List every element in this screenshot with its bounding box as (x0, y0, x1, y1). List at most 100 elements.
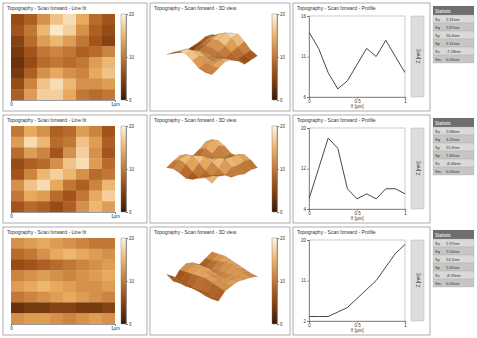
tick: 10 (277, 167, 286, 172)
tick: 1 (404, 321, 407, 328)
cell (89, 180, 102, 191)
cell (50, 126, 63, 137)
cell (11, 148, 24, 159)
cell (11, 249, 24, 260)
tick: 10 (277, 279, 286, 284)
heatmap-cells (11, 238, 115, 324)
tick-mark (277, 238, 279, 239)
panel-title: Topography - Scan forward - Profile (297, 5, 376, 11)
tick-label: 20 (301, 126, 307, 131)
cell (50, 191, 63, 202)
table-title: Statistic (435, 9, 452, 14)
panel-frame (293, 115, 430, 223)
table-cell: 0.00nm (446, 281, 460, 286)
cell (24, 36, 37, 47)
cell (50, 313, 63, 324)
cell (24, 46, 37, 57)
y-axis: 21120 (301, 238, 310, 324)
panel-frame (3, 227, 147, 335)
colorbar-axis: 01020 (126, 12, 135, 103)
cell (102, 14, 115, 25)
tick: 0 (126, 98, 132, 103)
table-cell: Sq (435, 249, 440, 254)
panel-title: Topography - Scan forward - Line fit (7, 117, 87, 123)
table-row (433, 135, 474, 143)
cell (24, 158, 37, 169)
tick-mark (126, 100, 128, 101)
tick: 0 (10, 212, 13, 219)
tick-label: 20 (280, 12, 286, 17)
cell (50, 25, 63, 36)
cell (76, 14, 89, 25)
tick-mark (126, 324, 128, 325)
cell (76, 201, 89, 212)
table-cell: Sv (435, 161, 440, 166)
x-axis: 01µm (10, 100, 120, 107)
cell (89, 46, 102, 57)
table-cell: Sm (435, 169, 442, 174)
tick: 20 (126, 124, 135, 129)
table-cell: 14.2nm (446, 257, 460, 262)
panel-title: Topography - Scan forward - Line fit (7, 229, 87, 235)
table-cell: Sm (435, 57, 442, 62)
cell (37, 68, 50, 79)
colorbar (272, 238, 277, 324)
cell (63, 68, 76, 79)
axis-line (12, 101, 116, 103)
cell (37, 126, 50, 137)
cell (89, 270, 102, 281)
table-row (433, 167, 474, 175)
table-cell: -8.06nm (446, 161, 461, 166)
cell (24, 260, 37, 271)
table-cell: Sp (435, 153, 441, 158)
tick-label: 0 (129, 98, 132, 103)
cell (89, 313, 102, 324)
cell (24, 137, 37, 148)
tick-mark (307, 128, 309, 129)
cell (37, 201, 50, 212)
colorbar (121, 14, 126, 100)
tick: 10 (126, 279, 135, 284)
table-row (433, 279, 474, 287)
axis-line (12, 325, 116, 327)
table-row (433, 31, 474, 39)
cell (89, 57, 102, 68)
cell (37, 270, 50, 281)
axis-line (127, 15, 129, 101)
cell (63, 79, 76, 90)
tick: 11 (301, 54, 309, 59)
cell (11, 303, 24, 314)
colorbar-axis: 01020 (277, 12, 286, 103)
table-cell: 2.87nm (446, 25, 460, 30)
tick: 20 (277, 236, 286, 241)
table-cell: 5.61nm (446, 265, 460, 270)
tick-mark (307, 240, 309, 241)
axis-line (127, 239, 129, 325)
tick-mark (277, 14, 279, 15)
table-row (433, 127, 474, 135)
cell (63, 270, 76, 281)
cell (76, 89, 89, 100)
cell (24, 57, 37, 68)
cell (50, 292, 63, 303)
cell (102, 180, 115, 191)
cell (37, 79, 50, 90)
cell (89, 148, 102, 159)
table-title: Statistic (435, 233, 452, 238)
axis-line (278, 239, 280, 325)
panel-frame (293, 227, 430, 335)
table-cell: Sm (435, 281, 442, 286)
cell (76, 68, 89, 79)
table-cell: 7.84nm (446, 153, 460, 158)
cell (63, 180, 76, 191)
cell (76, 148, 89, 159)
tick: 0 (126, 210, 132, 215)
table-cell: 0.00nm (446, 57, 460, 62)
cell (76, 79, 89, 90)
surface-facet (206, 176, 219, 184)
plot-frame (309, 240, 405, 321)
surface-facet (219, 175, 232, 177)
table-cell: 2.54nm (446, 249, 460, 254)
cell (11, 137, 24, 148)
cell (24, 281, 37, 292)
